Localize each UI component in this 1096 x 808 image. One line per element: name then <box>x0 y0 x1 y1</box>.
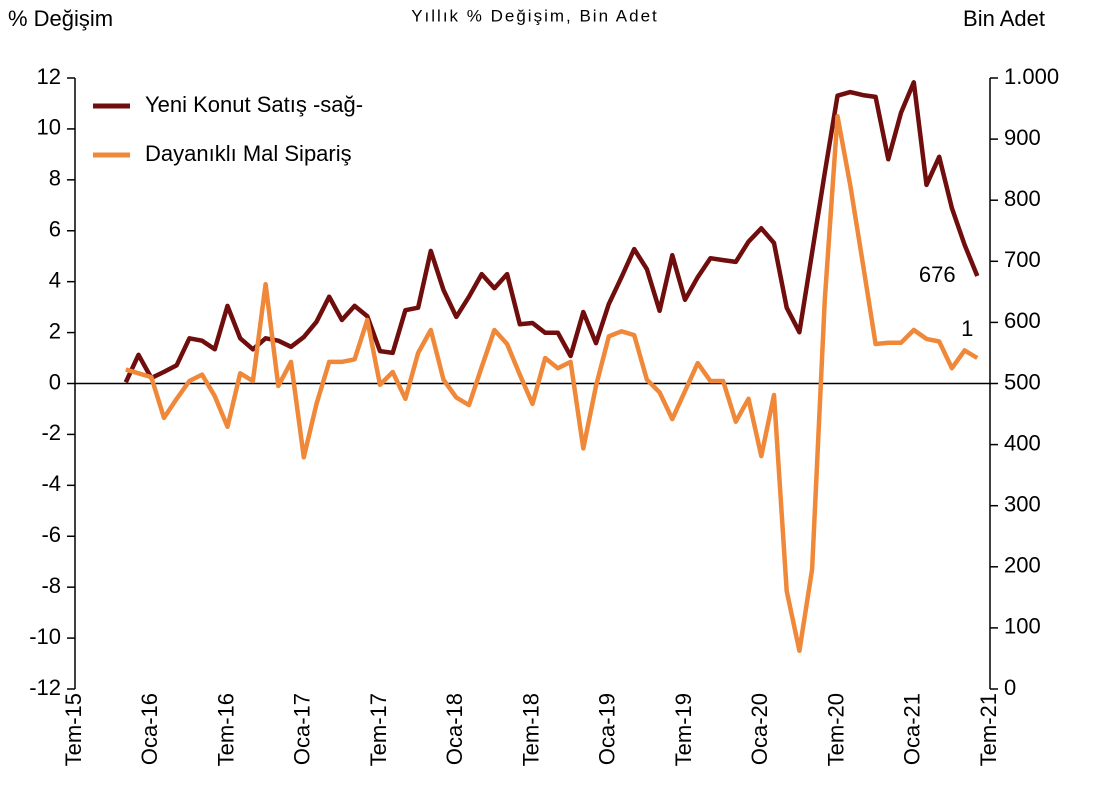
y2-tick-label: 300 <box>1004 492 1041 517</box>
y2-tick-label: 400 <box>1004 430 1041 455</box>
x-tick-label: Tem-16 <box>213 693 238 766</box>
y2-tick-label: 1.000 <box>1004 64 1059 89</box>
y-tick-label: 2 <box>49 318 61 343</box>
x-tick-label: Tem-20 <box>823 693 848 766</box>
x-tick-label: Oca-20 <box>747 693 772 765</box>
x-tick-label: Oca-16 <box>137 693 162 765</box>
y-tick-label: 4 <box>49 267 61 292</box>
y-tick-label: -2 <box>41 420 61 445</box>
data-label: 1 <box>961 316 973 341</box>
y-tick-label: 12 <box>37 64 61 89</box>
y-tick-label: -10 <box>29 624 61 649</box>
x-tick-label: Tem-19 <box>671 693 696 766</box>
y2-axis-label: Bin Adet <box>963 6 1045 31</box>
x-tick-label: Oca-18 <box>442 693 467 765</box>
y2-tick-label: 500 <box>1004 369 1041 394</box>
y2-tick-label: 200 <box>1004 553 1041 578</box>
data-label: 676 <box>919 262 956 287</box>
y2-tick-label: 0 <box>1004 675 1016 700</box>
y-tick-label: 6 <box>49 217 61 242</box>
y2-tick-label: 100 <box>1004 614 1041 639</box>
y2-tick-label: 700 <box>1004 247 1041 272</box>
x-tick-label: Tem-15 <box>61 693 86 766</box>
x-tick-label: Tem-17 <box>366 693 391 766</box>
y-axis-label: % Değişim <box>8 6 113 31</box>
x-tick-label: Tem-18 <box>518 693 543 766</box>
y-tick-label: -12 <box>29 675 61 700</box>
chart-title: Yıllık % Değişim, Bin Adet <box>411 6 659 25</box>
x-tick-label: Oca-21 <box>900 693 925 765</box>
y-tick-label: -6 <box>41 522 61 547</box>
legend-label: Yeni Konut Satış -sağ- <box>145 92 363 117</box>
y-tick-label: -8 <box>41 573 61 598</box>
series-line <box>125 113 979 654</box>
legend-label: Dayanıklı Mal Sipariş <box>145 141 352 166</box>
y-tick-label: 0 <box>49 369 61 394</box>
x-tick-label: Tem-21 <box>976 693 1001 766</box>
y2-tick-label: 900 <box>1004 125 1041 150</box>
y2-tick-label: 800 <box>1004 186 1041 211</box>
y-tick-label: -4 <box>41 471 61 496</box>
y-tick-label: 10 <box>37 115 61 140</box>
y2-tick-label: 600 <box>1004 308 1041 333</box>
series-line <box>123 80 980 384</box>
y-tick-label: 8 <box>49 166 61 191</box>
x-tick-label: Oca-17 <box>290 693 315 765</box>
x-tick-label: Oca-19 <box>595 693 620 765</box>
